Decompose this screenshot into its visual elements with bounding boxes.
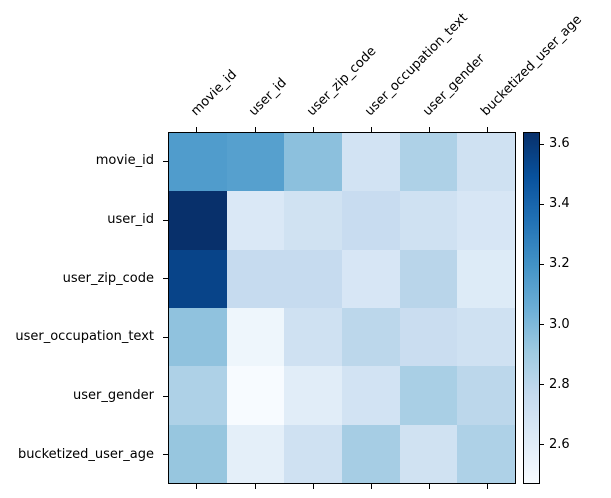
heatmap-cell	[169, 424, 227, 483]
heatmap-cell	[399, 366, 458, 425]
y-tick-mark	[163, 454, 168, 456]
y-tick-mark	[163, 395, 168, 397]
colorbar-tick-labels: 2.6 2.8 3.0 3.2 3.4 3.6	[540, 132, 595, 484]
row-label: user_gender	[73, 388, 154, 404]
x-tick-mark	[312, 484, 314, 489]
heatmap-cell	[399, 249, 458, 308]
x-tick-mark	[428, 484, 430, 489]
heatmap-cell	[399, 307, 458, 367]
y-tick-mark	[163, 219, 168, 221]
y-tick-mark	[163, 278, 168, 280]
heatmap-cell	[226, 366, 285, 425]
colorbar-tick-label: 3.2	[549, 256, 570, 272]
column-label: bucketized_user_age	[478, 11, 586, 119]
heatmap-cell	[399, 424, 458, 483]
heatmap-cell	[457, 133, 515, 192]
x-tick-mark	[196, 127, 198, 132]
x-tick-mark	[254, 127, 256, 132]
heatmap-cell	[284, 424, 342, 483]
heatmap-cell	[284, 366, 342, 425]
heatmap-cell	[226, 133, 285, 192]
colorbar-tick-label: 3.4	[549, 196, 570, 212]
row-label: user_occupation_text	[15, 329, 154, 345]
heatmap-cell	[226, 249, 285, 308]
colorbar-tick-label: 2.8	[549, 376, 570, 392]
heatmap-cell	[399, 191, 458, 250]
colorbar-tick-label: 2.6	[549, 437, 570, 453]
row-label: bucketized_user_age	[17, 446, 154, 462]
heatmap-cell	[457, 424, 515, 483]
heatmap-cell	[169, 307, 227, 367]
y-axis-left-ticks	[163, 132, 168, 484]
x-tick-mark	[370, 484, 372, 489]
column-labels: movie_id user_id user_zip_code user_occupat…	[168, 0, 585, 127]
heatmap-matrix	[168, 132, 516, 484]
heatmap-cell	[226, 307, 285, 367]
heatmap-cell	[399, 133, 458, 192]
heatmap-cell	[284, 191, 342, 250]
colorbar-tick-mark	[540, 143, 544, 145]
heatmap-cell	[342, 366, 400, 425]
y-tick-mark	[163, 336, 168, 338]
heatmap-cell	[342, 249, 400, 308]
x-tick-mark	[428, 127, 430, 132]
column-label: movie_id	[188, 66, 241, 119]
colorbar-tick-label: 3.6	[549, 136, 570, 152]
heatmap-cell	[284, 249, 342, 308]
heatmap-cell	[342, 191, 400, 250]
row-label: user_id	[107, 212, 154, 228]
heatmap-cell	[169, 133, 227, 192]
column-label: user_occupation_text	[362, 10, 471, 119]
heatmap-cell	[342, 424, 400, 483]
x-tick-mark	[254, 484, 256, 489]
heatmap-cell	[226, 424, 285, 483]
x-axis-bottom-ticks	[168, 484, 516, 489]
heatmap-cell	[457, 249, 515, 308]
heatmap-cell	[342, 307, 400, 367]
heatmap-cell	[342, 133, 400, 192]
column-label: user_id	[246, 75, 290, 119]
row-label: user_zip_code	[62, 270, 154, 286]
heatmap-cell	[284, 133, 342, 192]
x-tick-mark	[486, 484, 488, 489]
colorbar-tick-mark	[540, 444, 544, 446]
heatmap-cell	[457, 307, 515, 367]
heatmap-cell	[169, 249, 227, 308]
colorbar-tick-label: 3.0	[549, 316, 570, 332]
row-label: movie_id	[95, 153, 154, 169]
heatmap-cell	[169, 191, 227, 250]
colorbar-tick-mark	[540, 203, 544, 205]
x-tick-mark	[196, 484, 198, 489]
colorbar-tick-mark	[540, 324, 544, 326]
colorbar-tick-mark	[540, 384, 544, 386]
heatmap-cell	[284, 307, 342, 367]
x-tick-mark	[370, 127, 372, 132]
x-axis-top-ticks	[168, 127, 516, 132]
heatmap-cell	[226, 191, 285, 250]
heatmap-cell	[457, 366, 515, 425]
colorbar-tick-mark	[540, 263, 544, 265]
x-tick-mark	[486, 127, 488, 132]
heatmap-cell	[169, 366, 227, 425]
y-tick-mark	[163, 160, 168, 162]
row-labels: movie_id user_id user_zip_code user_occupat…	[0, 132, 161, 484]
heatmap-cell	[457, 191, 515, 250]
colorbar	[523, 132, 540, 484]
x-tick-mark	[312, 127, 314, 132]
